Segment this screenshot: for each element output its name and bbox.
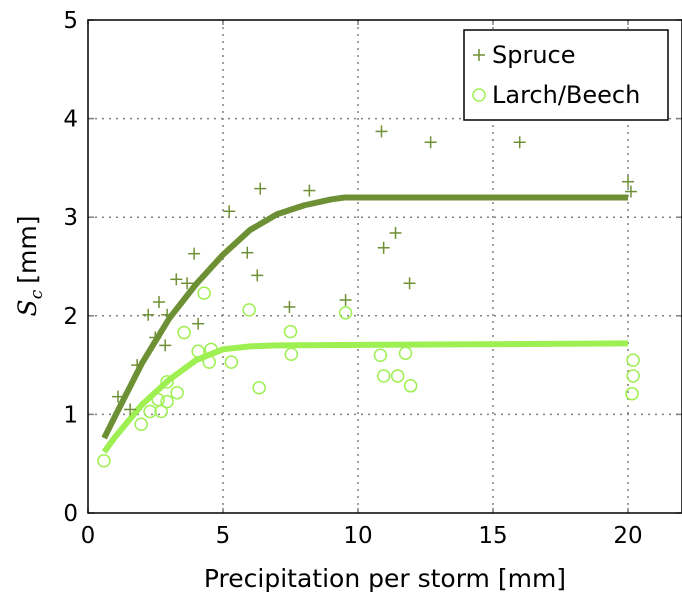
y-tick-label: 5 [63,8,78,34]
point-spruce [111,390,124,403]
point-larch-beech [626,369,640,383]
point-spruce [339,294,352,307]
x-tick-label: 20 [613,523,642,549]
y-tick-label: 1 [63,402,78,428]
legend: Spruce Larch/Beech [463,29,669,121]
point-spruce [624,185,637,198]
point-spruce [170,273,183,286]
point-spruce [131,359,144,372]
svg-text:Sc[mm]: Sc [mm] [13,216,47,317]
point-spruce [622,175,634,188]
x-axis-label: Precipitation per storm [mm] [204,564,566,593]
point-spruce [241,246,254,259]
y-label-symbol: S [13,299,42,316]
y-label-unit: [mm] [13,216,42,284]
point-larch-beech [338,306,353,320]
legend-label-larch-beech: Larch/Beech [492,81,640,109]
point-spruce [254,182,267,195]
point-spruce [303,184,316,197]
legend-icon-spruce [473,49,485,61]
point-larch-beech [143,404,157,419]
point-larch-beech [151,392,165,407]
legend-marker-larch-beech [472,88,486,102]
point-spruce [149,331,162,344]
point-larch-beech [403,379,418,393]
point-spruce [223,205,236,218]
point-spruce [192,317,205,330]
point-larch-beech [197,286,211,300]
x-tick-label: 10 [343,523,372,549]
point-larch-beech [626,353,640,367]
x-tick-label: 0 [81,523,96,549]
point-larch-beech [170,385,184,400]
point-larch-beech [390,369,405,383]
point-spruce [153,295,166,308]
legend-label-spruce: Spruce [492,41,576,69]
point-spruce [161,308,174,321]
point-spruce [142,308,155,321]
point-spruce [283,300,296,313]
legend-marker-spruce [473,49,485,61]
x-tick-label: 5 [216,523,231,549]
fit-lines [101,194,629,454]
point-larch-beech [252,381,266,395]
x-tick-label: 15 [478,523,507,549]
y-axis-label: Sc [mm] [13,216,47,317]
point-larch-beech [177,325,191,340]
plot-frame [87,19,682,514]
data-points [97,125,640,468]
point-spruce [375,125,388,138]
point-larch-beech [224,355,239,369]
point-spruce [513,136,526,149]
y-tick-label: 2 [63,304,78,330]
tick-labels: 0 5 10 15 20 0 1 2 3 4 5 [63,8,642,549]
point-spruce [377,241,390,254]
point-larch-beech [191,344,205,359]
point-larch-beech [134,417,148,432]
point-spruce [424,136,437,149]
point-larch-beech [625,386,639,401]
y-tick-label: 4 [63,107,78,133]
y-label-subscript: c [27,289,47,299]
point-spruce [251,269,264,282]
point-spruce [389,226,402,239]
point-larch-beech [204,342,218,357]
fit-line-spruce [101,194,628,440]
point-larch-beech [97,453,111,468]
point-larch-beech [160,375,174,389]
point-larch-beech [160,394,174,409]
point-spruce [403,277,416,290]
y-tick-label: 0 [63,501,78,527]
point-larch-beech [242,303,256,317]
point-spruce [181,277,194,290]
legend-box [463,29,669,121]
point-larch-beech [376,369,391,383]
point-larch-beech [373,348,388,362]
point-larch-beech [284,347,299,362]
point-larch-beech [398,346,413,361]
point-spruce [159,339,172,352]
point-larch-beech [283,324,298,339]
fit-line-larch-beech [101,340,629,454]
y-tick-label: 3 [63,205,78,231]
point-spruce [188,247,201,260]
point-larch-beech [202,355,216,369]
legend-icon-larch-beech [472,88,486,102]
point-spruce [124,403,137,416]
